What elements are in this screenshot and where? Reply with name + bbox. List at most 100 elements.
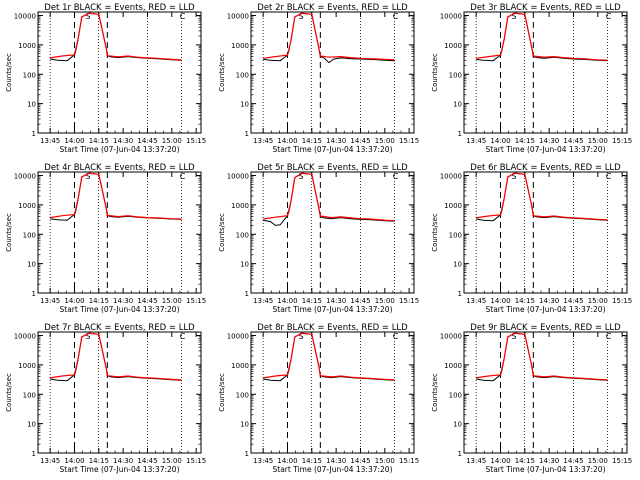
y-tick-label: 100 (449, 391, 462, 399)
y-axis-label: Counts/sec (431, 373, 439, 412)
marker-c: C (180, 172, 186, 181)
series-line-events (50, 172, 182, 221)
plot-frame (37, 331, 202, 454)
y-tick-label: 100 (23, 71, 36, 79)
y-tick-label: 1000 (444, 362, 462, 370)
x-axis-label: Start Time (07-Jun-04 13:37:20) (60, 465, 180, 474)
y-tick-label: 10 (240, 261, 249, 269)
panel-title: Det 7r BLACK = Events, RED = LLD (44, 323, 195, 333)
panel-title: Det 2r BLACK = Events, RED = LLD (257, 3, 408, 13)
y-axis-label: Counts/sec (431, 213, 439, 252)
x-tick-label: 14:45 (350, 297, 370, 305)
y-axis-label: Counts/sec (218, 53, 226, 92)
y-tick-label: 1 (458, 450, 462, 458)
marker-s: S (511, 12, 516, 21)
x-tick-label: 14:45 (350, 457, 370, 465)
marker-s: S (298, 12, 303, 21)
y-tick-label: 1 (458, 290, 462, 298)
series-line-events (476, 172, 608, 222)
x-tick-label: 14:15 (302, 297, 322, 305)
x-tick-label: 14:45 (137, 137, 157, 145)
y-tick-label: 1000 (18, 362, 36, 370)
y-tick-label: 10 (27, 261, 36, 269)
x-tick-label: 13:45 (253, 457, 273, 465)
x-tick-label: 14:00 (277, 297, 297, 305)
x-tick-label: 14:45 (563, 297, 583, 305)
x-tick-label: 15:15 (399, 457, 419, 465)
y-tick-label: 1000 (444, 42, 462, 50)
marker-s: S (511, 332, 516, 341)
detector-panel: Det 3r BLACK = Events, RED = LLD 1 10 100 10… (431, 3, 632, 154)
x-tick-label: 15:00 (588, 457, 608, 465)
panel-title: Det 3r BLACK = Events, RED = LLD (470, 3, 621, 13)
y-tick-label: 100 (236, 391, 249, 399)
x-tick-label: 14:30 (113, 137, 133, 145)
x-tick-label: 14:15 (515, 297, 535, 305)
y-tick-label: 10 (453, 421, 462, 429)
x-axis-label: Start Time (07-Jun-04 13:37:20) (273, 305, 393, 314)
marker-c: C (180, 12, 186, 21)
y-tick-label: 10 (27, 101, 36, 109)
detector-panel: Det 1r BLACK = Events, RED = LLD 1 10 100 10… (5, 3, 206, 154)
plot-frame (463, 171, 628, 294)
x-tick-label: 15:15 (186, 457, 206, 465)
x-tick-label: 15:15 (399, 297, 419, 305)
series-line-lld (263, 12, 395, 61)
detector-panel: Det 5r BLACK = Events, RED = LLD 1 10 100 10… (218, 163, 419, 314)
y-axis-label: Counts/sec (5, 53, 13, 92)
x-tick-label: 15:00 (375, 297, 395, 305)
x-tick-label: 14:15 (515, 457, 535, 465)
x-tick-label: 14:45 (563, 137, 583, 145)
series-line-events (50, 332, 182, 382)
x-tick-label: 14:15 (302, 137, 322, 145)
series-line-events (263, 332, 395, 382)
plot-frame (250, 11, 415, 134)
marker-c: C (606, 332, 612, 341)
y-tick-label: 10 (240, 101, 249, 109)
x-tick-label: 13:45 (466, 137, 486, 145)
x-tick-label: 15:15 (612, 457, 632, 465)
y-tick-label: 10 (240, 421, 249, 429)
y-tick-label: 1 (458, 130, 462, 138)
series-line-lld (263, 172, 395, 222)
y-tick-label: 1 (245, 450, 249, 458)
x-tick-label: 14:00 (64, 457, 84, 465)
x-tick-label: 15:15 (399, 137, 419, 145)
x-tick-label: 14:00 (277, 137, 297, 145)
y-tick-label: 1 (32, 450, 36, 458)
y-tick-label: 1000 (231, 362, 249, 370)
series-line-lld (263, 332, 395, 381)
x-tick-label: 14:30 (539, 297, 559, 305)
panel-title: Det 5r BLACK = Events, RED = LLD (257, 163, 408, 173)
x-tick-label: 14:00 (64, 137, 84, 145)
plot-frame (250, 331, 415, 454)
x-tick-label: 13:45 (253, 297, 273, 305)
x-axis-label: Start Time (07-Jun-04 13:37:20) (60, 305, 180, 314)
panel-title: Det 1r BLACK = Events, RED = LLD (44, 3, 195, 13)
x-axis-label: Start Time (07-Jun-04 13:37:20) (60, 145, 180, 154)
y-tick-label: 10 (27, 421, 36, 429)
marker-s: S (85, 172, 90, 181)
x-tick-label: 15:15 (186, 137, 206, 145)
y-axis-label: Counts/sec (431, 53, 439, 92)
x-tick-label: 14:00 (490, 457, 510, 465)
marker-c: C (393, 332, 399, 341)
y-tick-label: 10 (453, 261, 462, 269)
x-tick-label: 14:45 (563, 457, 583, 465)
y-axis-label: Counts/sec (218, 213, 226, 252)
plot-frame (463, 11, 628, 134)
x-tick-label: 14:30 (539, 457, 559, 465)
y-tick-label: 1 (245, 130, 249, 138)
marker-c: C (180, 332, 186, 341)
panel-title: Det 6r BLACK = Events, RED = LLD (470, 163, 621, 173)
series-line-lld (476, 332, 608, 381)
panel-title: Det 4r BLACK = Events, RED = LLD (44, 163, 195, 173)
x-tick-label: 14:00 (64, 297, 84, 305)
y-tick-label: 1 (245, 290, 249, 298)
x-tick-label: 14:30 (539, 137, 559, 145)
y-tick-label: 10 (453, 101, 462, 109)
y-tick-label: 10000 (14, 13, 36, 21)
y-tick-label: 10000 (14, 173, 36, 181)
series-line-lld (50, 12, 182, 61)
x-tick-label: 15:00 (588, 137, 608, 145)
